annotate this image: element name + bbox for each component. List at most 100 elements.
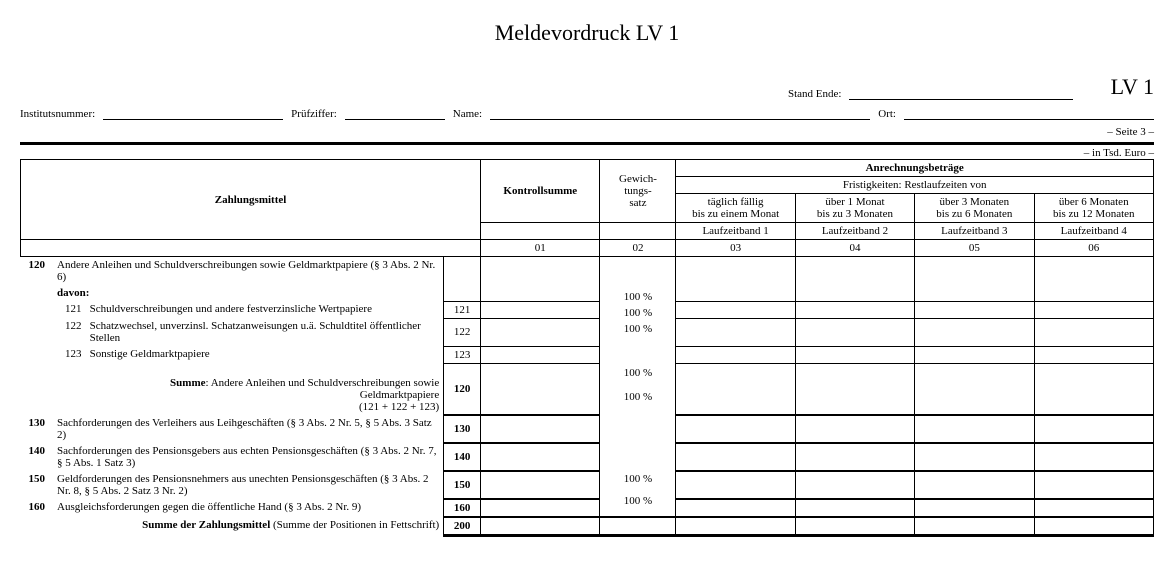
row-140: 140 Sachforderungen des Pensionsgebers a… — [21, 443, 1154, 471]
cell-123-06[interactable] — [1034, 346, 1154, 363]
row-150: 150 Geldforderungen des Pensionsnehmers … — [21, 471, 1154, 499]
colnum-03: 03 — [676, 240, 795, 257]
rc-160: 160 — [444, 499, 481, 517]
code-123: 123 — [53, 346, 86, 363]
cell-140-05[interactable] — [915, 443, 1034, 471]
gw-value: 100 % — [600, 291, 675, 303]
cell-160-06[interactable] — [1034, 499, 1154, 517]
field-institutsnummer[interactable] — [103, 106, 283, 120]
cell-122-06[interactable] — [1034, 318, 1154, 346]
field-stand-ende[interactable] — [849, 86, 1072, 100]
label-200: Summe der Zahlungsmittel — [142, 519, 270, 531]
cell-121-06[interactable] — [1034, 301, 1154, 318]
gw-value: 100 % — [600, 307, 675, 319]
cell-160-05[interactable] — [915, 499, 1034, 517]
field-name[interactable] — [490, 106, 870, 120]
text-200: (Summe der Positionen in Fettschrift) — [270, 519, 439, 531]
unit-note: – in Tsd. Euro – — [20, 147, 1154, 159]
text-130: Sachforderungen des Verleihers aus Leihg… — [53, 415, 444, 443]
cell-120-01[interactable] — [481, 257, 600, 302]
cell-130-01[interactable] — [481, 415, 600, 443]
code-140: 140 — [21, 443, 54, 471]
code-122: 122 — [53, 318, 86, 346]
cell-121-05[interactable] — [915, 301, 1034, 318]
label-pruefziffer: Prüfziffer: — [291, 108, 337, 120]
cell-121-01[interactable] — [481, 301, 600, 318]
cell-200-04[interactable] — [795, 517, 914, 536]
cell-s120-03[interactable] — [676, 363, 795, 415]
hdr-band4b: Laufzeitband 4 — [1034, 223, 1154, 240]
cell-122-04[interactable] — [795, 318, 914, 346]
meta-row-2: Institutsnummer: Prüfziffer: Name: Ort: — [20, 106, 1154, 120]
row-summe-120: Summe: Andere Anleihen und Schuldverschr… — [21, 363, 1154, 415]
cell-160-04[interactable] — [795, 499, 914, 517]
cell-150-03[interactable] — [676, 471, 795, 499]
rc-121: 121 — [444, 301, 481, 318]
cell-122-05[interactable] — [915, 318, 1034, 346]
cell-s120-06[interactable] — [1034, 363, 1154, 415]
cell-200-01[interactable] — [481, 517, 600, 536]
cell-123-04[interactable] — [795, 346, 914, 363]
form-title: Meldevordruck LV 1 — [20, 20, 1154, 46]
cell-s120-05[interactable] — [915, 363, 1034, 415]
colnum-05: 05 — [915, 240, 1034, 257]
cell-140-01[interactable] — [481, 443, 600, 471]
cell-s120-04[interactable] — [795, 363, 914, 415]
colnum-04: 04 — [795, 240, 914, 257]
cell-130-03[interactable] — [676, 415, 795, 443]
label-name: Name: — [453, 108, 482, 120]
row-130: 130 Sachforderungen des Verleihers aus L… — [21, 415, 1154, 443]
colnum-02: 02 — [600, 240, 676, 257]
cell-130-05[interactable] — [915, 415, 1034, 443]
row-200: Summe der Zahlungsmittel (Summe der Posi… — [21, 517, 1154, 536]
field-ort[interactable] — [904, 106, 1154, 120]
cell-gw-blank2: 100 % 100 % — [600, 471, 676, 517]
cell-150-01[interactable] — [481, 471, 600, 499]
cell-gw-blank: 100 %100 %100 %100 %100 % — [600, 257, 676, 472]
cell-140-04[interactable] — [795, 443, 914, 471]
cell-s120-01[interactable] — [481, 363, 600, 415]
header-row-1: Zahlungsmittel Kontrollsumme Gewich- tun… — [21, 160, 1154, 177]
cell-140-03[interactable] — [676, 443, 795, 471]
hdr-band2a: über 1 Monat bis zu 3 Monaten — [795, 194, 914, 223]
row-123: 123 Sonstige Geldmarktpapiere 123 — [21, 346, 1154, 363]
row-122: 122 Schatzwechsel, unverzinsl. Schatzanw… — [21, 318, 1154, 346]
cell-200-03[interactable] — [676, 517, 795, 536]
cell-123-03[interactable] — [676, 346, 795, 363]
cell-122-01[interactable] — [481, 318, 600, 346]
cell-200-06[interactable] — [1034, 517, 1154, 536]
label-ort: Ort: — [878, 108, 896, 120]
row-120: 120 Andere Anleihen und Schuldverschreib… — [21, 257, 1154, 286]
gw-value: 100 % — [600, 367, 675, 379]
page-number: – Seite 3 – — [20, 126, 1154, 138]
cell-123-05[interactable] — [915, 346, 1034, 363]
text-120: Andere Anleihen und Schuldverschreibunge… — [53, 257, 444, 286]
cell-121-04[interactable] — [795, 301, 914, 318]
cell-130-04[interactable] — [795, 415, 914, 443]
field-pruefziffer[interactable] — [345, 106, 445, 120]
gw-value: 100 % — [600, 473, 675, 485]
cell-122-03[interactable] — [676, 318, 795, 346]
cell-130-06[interactable] — [1034, 415, 1154, 443]
text-160: Ausgleichsforderungen gegen die öffentli… — [53, 499, 444, 517]
row-121: 121 Schuldverschreibungen und andere fes… — [21, 301, 1154, 318]
cell-150-05[interactable] — [915, 471, 1034, 499]
cell-200-05[interactable] — [915, 517, 1034, 536]
code-121: 121 — [53, 301, 86, 318]
gw-value: 100 % — [600, 323, 675, 335]
cell-150-04[interactable] — [795, 471, 914, 499]
hdr-c01 — [481, 223, 600, 240]
gw-value: 100 % — [600, 495, 675, 507]
label-institutsnummer: Institutsnummer: — [20, 108, 95, 120]
cell-121-03[interactable] — [676, 301, 795, 318]
cell-140-06[interactable] — [1034, 443, 1154, 471]
text-140: Sachforderungen des Pensionsgebers aus e… — [53, 443, 444, 471]
code-160: 160 — [21, 499, 54, 517]
text-summe120: : Andere Anleihen und Schuldverschreibun… — [206, 377, 440, 413]
cell-123-01[interactable] — [481, 346, 600, 363]
cell-160-03[interactable] — [676, 499, 795, 517]
hdr-band4a: über 6 Monaten bis zu 12 Monaten — [1034, 194, 1154, 223]
cell-160-01[interactable] — [481, 499, 600, 517]
cell-150-06[interactable] — [1034, 471, 1154, 499]
form-code: LV 1 — [1081, 74, 1154, 100]
